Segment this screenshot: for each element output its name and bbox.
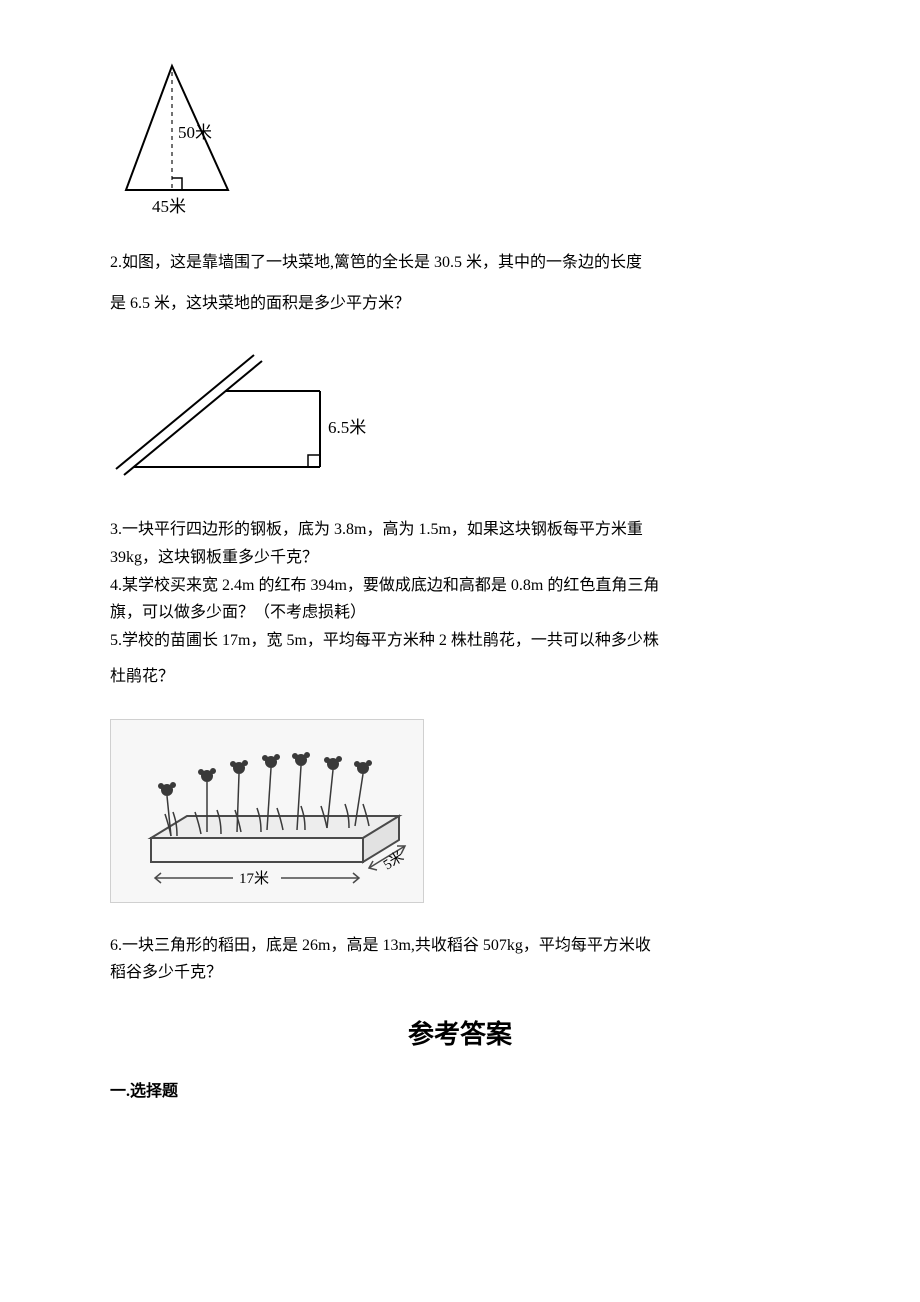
answers-title: 参考答案 [110, 1014, 810, 1056]
triangle-base-label: 45米 [152, 197, 186, 216]
section-1-heading: 一.选择题 [110, 1079, 810, 1105]
bed-front-face [151, 838, 363, 862]
q4-line1: 4.某学校买来宽 2.4m 的红布 394m，要做成底边和高都是 0.8m 的红… [110, 573, 810, 599]
trapezoid-svg: 6.5米 [110, 349, 390, 489]
trapezoid-right-angle [308, 455, 320, 467]
figure-trapezoid: 6.5米 [110, 349, 810, 489]
triangle-outline [126, 66, 228, 190]
triangle-svg: 50米 45米 [110, 60, 240, 225]
q4-line2: 旗，可以做多少面？（不考虑损耗） [110, 600, 810, 626]
wall-line-2 [124, 361, 262, 475]
q2-line2: 是 6.5 米，这块菜地的面积是多少平方米？ [110, 286, 810, 321]
wall-line-1 [116, 355, 254, 469]
flowerbed-width-label: 5米 [381, 848, 407, 873]
trapezoid-height-label: 6.5米 [328, 418, 366, 437]
dim-length: 17米 [155, 869, 359, 887]
q5-line2: 杜鹃花？ [110, 659, 810, 694]
q3-line1: 3.一块平行四边形的钢板，底为 3.8m，高为 1.5m，如果这块钢板每平方米重 [110, 517, 810, 543]
q5-line1: 5.学校的苗圃长 17m，宽 5m，平均每平方米种 2 株杜鹃花，一共可以种多少… [110, 628, 810, 654]
q6-line2: 稻谷多少千克？ [110, 960, 810, 986]
figure-triangle: 50米 45米 [110, 60, 810, 225]
figure-flowerbed: 17米 5米 [110, 719, 810, 903]
triangle-height-label: 50米 [178, 123, 212, 142]
q3-line2: 39kg，这块钢板重多少千克？ [110, 545, 810, 571]
flowerbed-svg: 17米 5米 [111, 720, 423, 902]
flowerbed-container: 17米 5米 [110, 719, 424, 903]
page: 50米 45米 2.如图，这是靠墙围了一块菜地,篱笆的全长是 30.5 米，其中… [0, 0, 920, 1302]
flowerbed-length-label: 17米 [239, 870, 269, 887]
q2-line1: 2.如图，这是靠墙围了一块菜地,篱笆的全长是 30.5 米，其中的一条边的长度 [110, 245, 810, 280]
bed-top-face [151, 816, 399, 838]
triangle-right-angle [172, 178, 182, 190]
q6-line1: 6.一块三角形的稻田，底是 26m，高是 13m,共收稻谷 507kg，平均每平… [110, 933, 810, 959]
